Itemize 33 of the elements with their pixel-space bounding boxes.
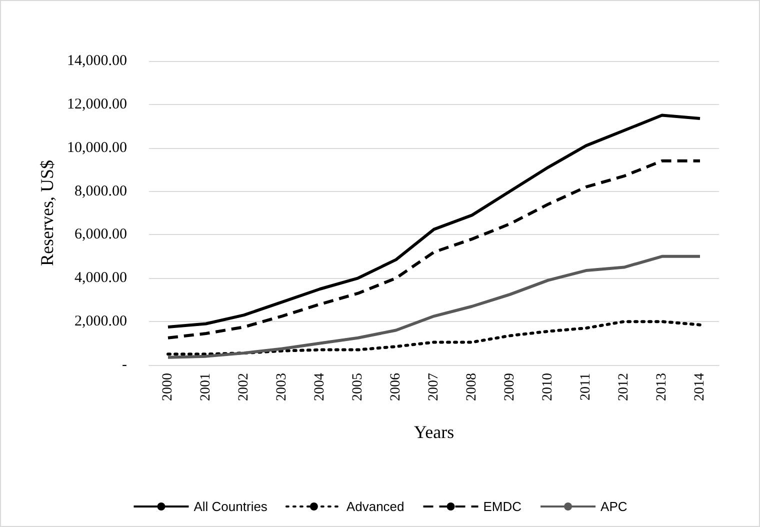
y-tick-label: 6,000.00 <box>74 226 127 243</box>
line-series <box>166 159 702 340</box>
x-tick-label: 2010 <box>540 373 556 401</box>
x-tick-label: 2007 <box>426 373 442 401</box>
x-tick-label: 2006 <box>388 373 404 401</box>
y-tick-label: 2,000.00 <box>74 314 127 330</box>
line-series <box>166 254 702 359</box>
x-tick-label: 2000 <box>160 373 176 401</box>
y-tick-label: 12,000.00 <box>67 96 127 112</box>
x-tick-label: 2002 <box>236 373 252 401</box>
legend-label: EMDC <box>483 499 522 514</box>
x-tick-label: 2005 <box>350 373 366 401</box>
x-tick-label: 2009 <box>502 373 518 401</box>
y-tick-label: - <box>122 357 127 373</box>
y-axis-title: Reserves, US$ <box>37 160 58 266</box>
x-tick-label: 2001 <box>198 373 214 401</box>
x-tick-label: 2011 <box>578 373 594 400</box>
legend-label: Advanced <box>346 499 404 514</box>
x-tick-label: 2012 <box>616 373 632 401</box>
x-tick-label: 2013 <box>654 373 670 401</box>
y-tick-label: 10,000.00 <box>67 140 127 156</box>
line-series <box>166 114 702 328</box>
x-tick-label: 2014 <box>692 373 708 401</box>
x-axis-title: Years <box>414 422 454 442</box>
legend-label: All Countries <box>194 499 268 514</box>
y-tick-label: 4,000.00 <box>74 270 127 286</box>
y-tick-label: 14,000.00 <box>67 53 127 69</box>
x-tick-label: 2004 <box>312 373 328 401</box>
legend-label: APC <box>600 499 628 514</box>
x-tick-label: 2008 <box>464 373 480 401</box>
y-tick-label: 8,000.00 <box>74 183 127 200</box>
x-tick-label: 2003 <box>274 373 290 401</box>
line-series <box>166 320 702 356</box>
